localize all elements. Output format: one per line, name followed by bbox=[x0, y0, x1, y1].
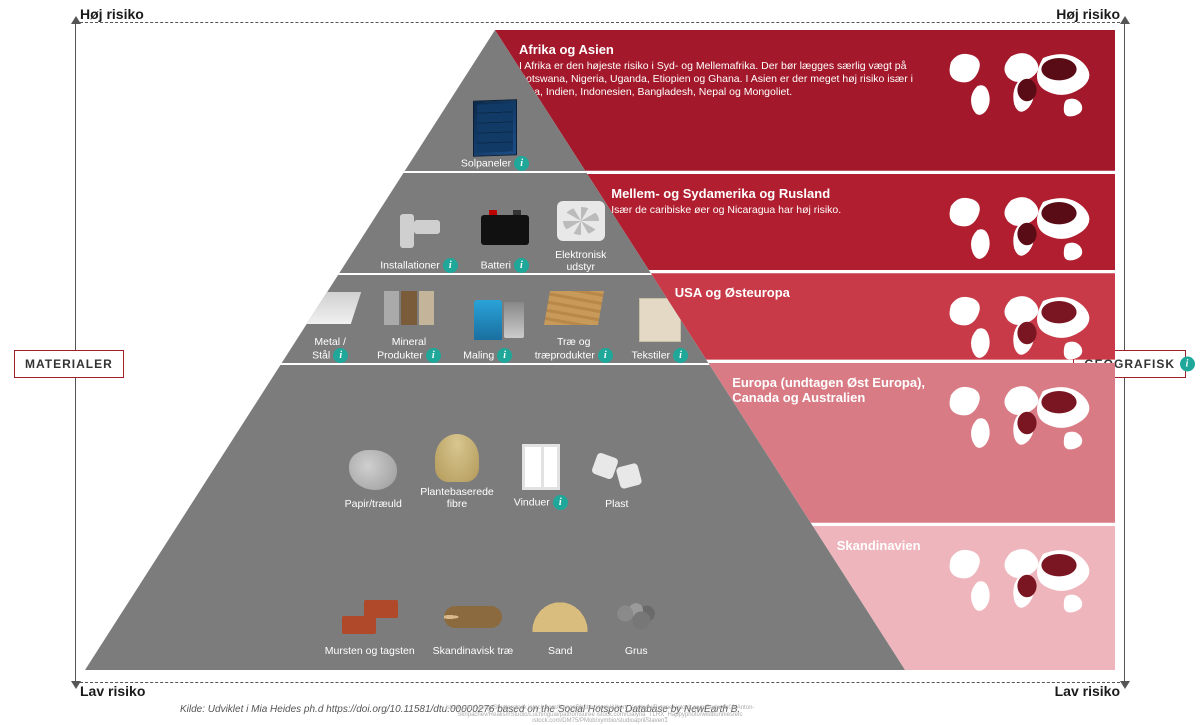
band-title: Mellem- og Sydamerika og Rusland bbox=[611, 186, 929, 201]
region-band: Afrika og Asien I Afrika er den højeste … bbox=[495, 30, 1115, 171]
material-label: Elektronisk udstyr bbox=[555, 249, 606, 273]
vinduer-icon bbox=[512, 443, 570, 491]
pyramid-tier: Mursten og tagsten Skandinavisk træ Sand Gr… bbox=[85, 529, 905, 657]
material-item-metal-staal: Metal / Ståli bbox=[301, 284, 359, 363]
world-map-icon bbox=[939, 186, 1099, 266]
papir-traeuld-icon bbox=[344, 446, 402, 494]
installationer-icon bbox=[390, 206, 448, 254]
image-credits: istock.com/NangaShutterstock istock.com/… bbox=[420, 705, 780, 725]
grus-icon bbox=[607, 593, 665, 641]
material-label: Træ og træprodukteri bbox=[535, 336, 613, 363]
material-item-skandinavisk-trae: Skandinavisk træ bbox=[433, 593, 514, 657]
info-icon[interactable]: i bbox=[333, 348, 348, 363]
world-map-icon bbox=[939, 285, 1099, 365]
axis-label-materials: MATERIALER bbox=[14, 350, 124, 378]
material-label: Plantebaserede fibre bbox=[420, 486, 494, 510]
world-map-icon bbox=[939, 538, 1099, 618]
band-title: Europa (undtagen Øst Europa), Canada og … bbox=[732, 375, 929, 405]
trae-icon bbox=[545, 284, 603, 332]
plast-icon bbox=[588, 446, 646, 494]
band-title: Skandinavien bbox=[837, 538, 929, 553]
material-item-plast: Plast bbox=[588, 446, 646, 510]
material-item-papir-traeuld: Papir/træuld bbox=[344, 446, 402, 510]
mineral-produkter-icon bbox=[380, 284, 438, 332]
material-label: Mursten og tagsten bbox=[325, 645, 415, 657]
material-item-vinduer: Vindueri bbox=[512, 443, 570, 510]
material-label: Mineral Produkteri bbox=[377, 336, 441, 363]
material-item-maling: Malingi bbox=[459, 296, 517, 363]
material-label: Sand bbox=[548, 645, 573, 657]
material-item-solpaneler: Solpaneleri bbox=[461, 104, 529, 171]
material-item-mineral-produkter: Mineral Produkteri bbox=[377, 284, 441, 363]
band-title: USA og Østeuropa bbox=[675, 285, 929, 300]
material-item-elektronisk-udstyr: Elektronisk udstyr bbox=[552, 197, 610, 273]
material-label: Grus bbox=[625, 645, 648, 657]
sand-icon bbox=[531, 593, 589, 641]
label-low-risk-right: Lav risiko bbox=[1055, 683, 1120, 699]
band-desc: Især de caribiske øer og Nicaragua har h… bbox=[611, 204, 929, 217]
axis-label-materials-text: MATERIALER bbox=[25, 357, 113, 371]
top-border-dashed bbox=[80, 22, 1120, 23]
material-item-trae: Træ og træprodukteri bbox=[535, 284, 613, 363]
material-item-plantebaserede-fibre: Plantebaserede fibre bbox=[420, 434, 494, 510]
band-title: Afrika og Asien bbox=[519, 42, 929, 57]
material-label: Tekstileri bbox=[632, 348, 689, 363]
info-icon[interactable]: i bbox=[553, 495, 568, 510]
solpaneler-icon bbox=[466, 104, 524, 152]
info-icon[interactable]: i bbox=[1180, 357, 1195, 372]
world-map-icon bbox=[939, 375, 1099, 455]
info-icon[interactable]: i bbox=[426, 348, 441, 363]
material-label: Plast bbox=[605, 498, 628, 510]
label-high-risk-right: Høj risiko bbox=[1056, 6, 1120, 22]
skandinavisk-trae-icon bbox=[444, 593, 502, 641]
material-label: Solpaneleri bbox=[461, 156, 529, 171]
material-item-installationer: Installationeri bbox=[380, 206, 458, 273]
info-icon[interactable]: i bbox=[514, 156, 529, 171]
material-item-batteri: Batterii bbox=[476, 206, 534, 273]
label-high-risk-left: Høj risiko bbox=[80, 6, 144, 22]
material-label: Installationeri bbox=[380, 258, 458, 273]
info-icon[interactable]: i bbox=[598, 348, 613, 363]
material-label: Skandinavisk træ bbox=[433, 645, 514, 657]
material-label: Metal / Ståli bbox=[312, 336, 348, 363]
material-item-sand: Sand bbox=[531, 593, 589, 657]
band-desc: I Afrika er den højeste risiko i Syd- og… bbox=[519, 60, 929, 99]
bottom-border-dashed bbox=[80, 682, 1120, 683]
info-icon[interactable]: i bbox=[514, 258, 529, 273]
info-icon[interactable]: i bbox=[497, 348, 512, 363]
plantebaserede-fibre-icon bbox=[428, 434, 486, 482]
label-low-risk-left: Lav risiko bbox=[80, 683, 145, 699]
material-label: Malingi bbox=[463, 348, 512, 363]
material-label: Batterii bbox=[481, 258, 529, 273]
info-icon[interactable]: i bbox=[673, 348, 688, 363]
material-label: Papir/træuld bbox=[345, 498, 402, 510]
metal-staal-icon bbox=[301, 284, 359, 332]
maling-icon bbox=[459, 296, 517, 344]
elektronisk-udstyr-icon bbox=[552, 197, 610, 245]
info-icon[interactable]: i bbox=[443, 258, 458, 273]
material-label: Vindueri bbox=[514, 495, 568, 510]
mursten-tagsten-icon bbox=[341, 593, 399, 641]
world-map-icon bbox=[939, 42, 1099, 122]
material-item-grus: Grus bbox=[607, 593, 665, 657]
batteri-icon bbox=[476, 206, 534, 254]
material-item-mursten-tagsten: Mursten og tagsten bbox=[325, 593, 415, 657]
